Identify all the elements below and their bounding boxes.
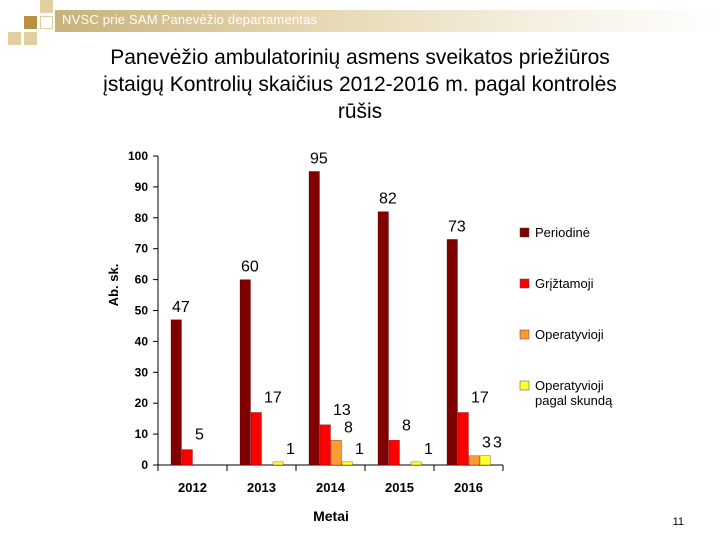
data-label: 3: [493, 435, 502, 452]
data-label: 5: [195, 427, 204, 444]
data-label: 1: [286, 441, 295, 458]
legend-label: Operatyvioji pagal skundą: [535, 378, 613, 408]
data-label: 60: [241, 259, 259, 276]
title-line-3: rūšis: [337, 100, 383, 123]
bar-1-2015: [377, 211, 389, 466]
bar-1-2014: [308, 171, 320, 466]
data-label: 13: [333, 402, 351, 419]
bar-3-2014: [330, 440, 342, 466]
title-line-2: įstaigų Kontrolių skaičius 2012-2016 m. …: [103, 73, 617, 96]
bar-4-2015: [410, 461, 422, 466]
accent-square-1: [40, 0, 53, 13]
bar-2-2012: [181, 449, 193, 466]
data-label: 73: [448, 218, 466, 235]
bar-2-2013: [250, 412, 262, 466]
y-axis-label: Ab. sk.: [106, 264, 121, 307]
header-bar: [55, 10, 720, 32]
accent-square-2: [24, 16, 37, 29]
bar-2-2014: [319, 424, 331, 466]
data-label: 1: [355, 441, 364, 458]
x-axis-label: Metai: [313, 508, 349, 524]
bar-4-2016: [479, 455, 491, 466]
bar-2-2016: [457, 412, 469, 466]
legend-label: Periodinė: [535, 225, 590, 240]
accent-square-3: [40, 16, 53, 29]
bar-1-2013: [239, 279, 251, 466]
data-label: 17: [471, 389, 489, 406]
legend-swatch: [519, 227, 530, 238]
x-tick-label: 2014: [316, 480, 346, 495]
data-label: 47: [172, 299, 190, 316]
title-line-1: Panevėžio ambulatorinių asmens sveikatos…: [110, 46, 610, 69]
header-text: NVSC prie SAM Panevėžio departamentas: [62, 12, 318, 27]
data-label: 17: [264, 389, 282, 406]
legend-swatch: [519, 278, 530, 289]
data-label: 1: [424, 441, 433, 458]
y-tick-label: 10: [135, 427, 149, 441]
y-tick-label: 80: [135, 211, 149, 225]
y-tick-label: 40: [135, 334, 149, 348]
data-label: 3: [482, 435, 491, 452]
data-label: 95: [310, 150, 328, 167]
y-tick-label: 0: [141, 458, 148, 472]
x-tick-label: 2016: [454, 480, 483, 495]
y-tick-label: 60: [135, 273, 149, 287]
bar-3-2016: [468, 455, 480, 466]
y-tick-label: 50: [135, 304, 149, 318]
legend-label: Operatyvioji: [535, 327, 604, 342]
x-tick-label: 2012: [178, 480, 207, 495]
data-label: 8: [344, 419, 353, 436]
y-tick-label: 70: [135, 242, 149, 256]
bar-2-2015: [388, 440, 400, 466]
accent-square-4: [8, 32, 21, 45]
data-label: 82: [379, 191, 397, 208]
legend-swatch: [519, 329, 530, 340]
bar-4-2013: [272, 461, 284, 466]
bar-1-2016: [446, 239, 458, 466]
y-tick-label: 20: [135, 396, 149, 410]
bar-4-2014: [341, 461, 353, 466]
y-tick-label: 90: [135, 180, 149, 194]
y-tick-label: 100: [128, 149, 148, 163]
accent-square-5: [24, 32, 37, 45]
slide-title: Panevėžio ambulatorinių asmens sveikatos…: [20, 44, 700, 125]
x-tick-label: 2013: [247, 480, 276, 495]
data-label: 8: [402, 417, 411, 434]
x-tick-label: 2015: [385, 480, 414, 495]
bar-1-2012: [170, 319, 182, 466]
y-tick-label: 30: [135, 365, 149, 379]
legend-swatch: [519, 380, 530, 391]
legend-label: Grįžtamoji: [535, 276, 594, 291]
page-number: 11: [672, 516, 684, 528]
